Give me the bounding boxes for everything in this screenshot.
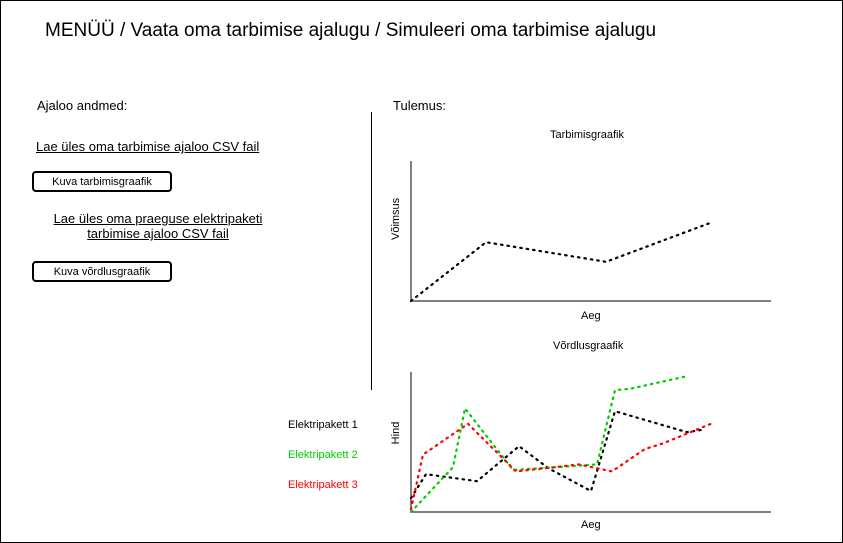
consumption-chart-xlabel: Aeg bbox=[581, 310, 601, 322]
legend-item-package-3: Elektripakett 3 bbox=[288, 479, 358, 491]
upload-package-link-line2: tarbimise ajaloo CSV fail bbox=[87, 226, 229, 241]
show-comparison-chart-button[interactable]: Kuva võrdlusgraafik bbox=[32, 261, 172, 282]
legend-item-package-1: Elektripakett 1 bbox=[288, 419, 358, 431]
upload-package-link-line1: Lae üles oma praeguse elektripaketi bbox=[53, 211, 263, 226]
show-consumption-chart-button[interactable]: Kuva tarbimisgraafik bbox=[32, 171, 172, 192]
comparison-chart-series-2 bbox=[409, 375, 689, 514]
legend-item-package-2: Elektripakett 2 bbox=[288, 449, 358, 461]
comparison-chart-series-1 bbox=[409, 409, 707, 500]
comparison-chart-series-3 bbox=[409, 422, 713, 511]
upload-history-csv-link[interactable]: Lae üles oma tarbimise ajaloo CSV fail bbox=[36, 139, 260, 154]
breadcrumb[interactable]: MENÜÜ / Vaata oma tarbimise ajalugu / Si… bbox=[45, 20, 657, 41]
upload-package-csv-link[interactable]: Lae üles oma praeguse elektripaketi tarb… bbox=[28, 211, 288, 241]
comparison-chart-xlabel: Aeg bbox=[581, 519, 601, 531]
comparison-chart-title: Võrdlusgraafik bbox=[553, 340, 624, 352]
consumption-chart-series-1 bbox=[409, 221, 713, 303]
result-label: Tulemus: bbox=[393, 98, 446, 113]
panel-divider bbox=[371, 112, 372, 390]
consumption-chart-title: Tarbimisgraafik bbox=[550, 129, 624, 141]
history-data-label: Ajaloo andmed: bbox=[37, 98, 128, 113]
